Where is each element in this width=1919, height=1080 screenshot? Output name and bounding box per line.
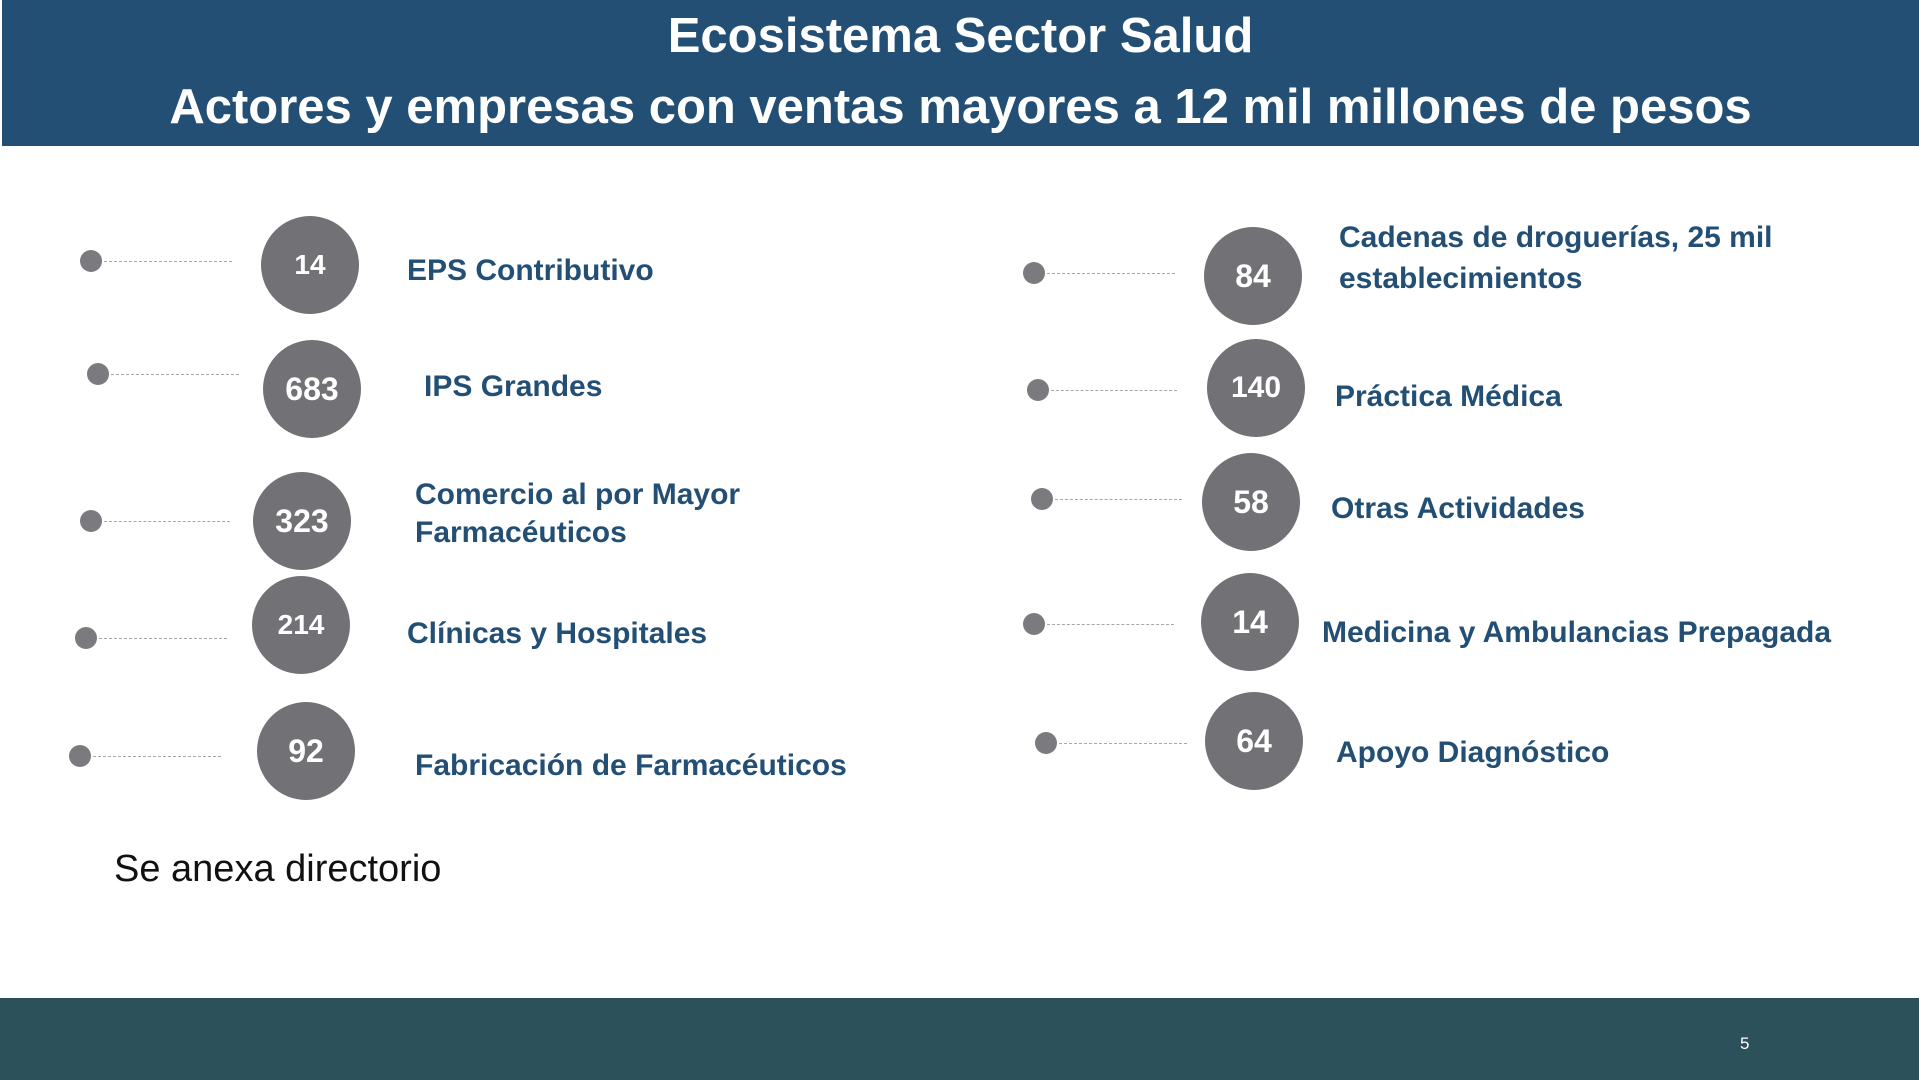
slide-subtitle: Actores y empresas con ventas mayores a … — [169, 80, 1752, 134]
category-label: Medicina y Ambulancias Prepagada — [1322, 616, 1832, 649]
page-number: 5 — [1740, 1034, 1750, 1053]
bullet-dot — [69, 745, 91, 767]
slide-header: Ecosistema Sector Salud Actores y empres… — [2, 0, 1919, 146]
dotted-leader — [1059, 743, 1187, 744]
dotted-leader — [1047, 624, 1174, 625]
dotted-leader — [111, 374, 239, 375]
bullet-dot — [87, 363, 109, 385]
count-circle: 14 — [1201, 573, 1299, 671]
slide-footer — [0, 998, 1919, 1080]
bullet-dot — [80, 510, 102, 532]
category-label: Fabricación de Farmacéuticos — [415, 749, 847, 782]
count-circle: 14 — [261, 216, 359, 314]
dotted-leader — [93, 756, 221, 757]
slide-title: Ecosistema Sector Salud — [667, 9, 1254, 63]
count-circle: 683 — [263, 340, 361, 438]
bullet-dot — [1023, 262, 1045, 284]
count-circle: 323 — [253, 472, 351, 570]
count-circle: 58 — [1202, 453, 1300, 551]
bullet-dot — [1023, 613, 1045, 635]
dotted-leader — [1047, 273, 1175, 274]
count-circle: 64 — [1205, 692, 1303, 790]
category-label: Otras Actividades — [1331, 492, 1585, 525]
count-circle: 84 — [1204, 227, 1302, 325]
bullet-dot — [80, 250, 102, 272]
bullet-dot — [1035, 732, 1057, 754]
annex-note: Se anexa directorio — [114, 848, 442, 890]
category-label: Cadenas de droguerías, 25 mil establecim… — [1339, 221, 1773, 295]
category-label: Clínicas y Hospitales — [407, 617, 708, 650]
category-label: Comercio al por Mayor Farmacéuticos — [415, 478, 741, 549]
dotted-leader — [1051, 390, 1177, 391]
dotted-leader — [1055, 499, 1182, 500]
dotted-leader — [104, 521, 230, 522]
dotted-leader — [104, 261, 232, 262]
category-label: Apoyo Diagnóstico — [1336, 736, 1610, 769]
bullet-dot — [75, 627, 97, 649]
dotted-leader — [99, 638, 227, 639]
count-circle: 214 — [252, 576, 350, 674]
category-label: Práctica Médica — [1335, 380, 1562, 413]
category-label: EPS Contributivo — [407, 254, 654, 287]
count-circle: 92 — [257, 702, 355, 800]
category-label: IPS Grandes — [424, 370, 603, 403]
bullet-dot — [1027, 379, 1049, 401]
count-circle: 140 — [1207, 339, 1305, 437]
bullet-dot — [1031, 488, 1053, 510]
